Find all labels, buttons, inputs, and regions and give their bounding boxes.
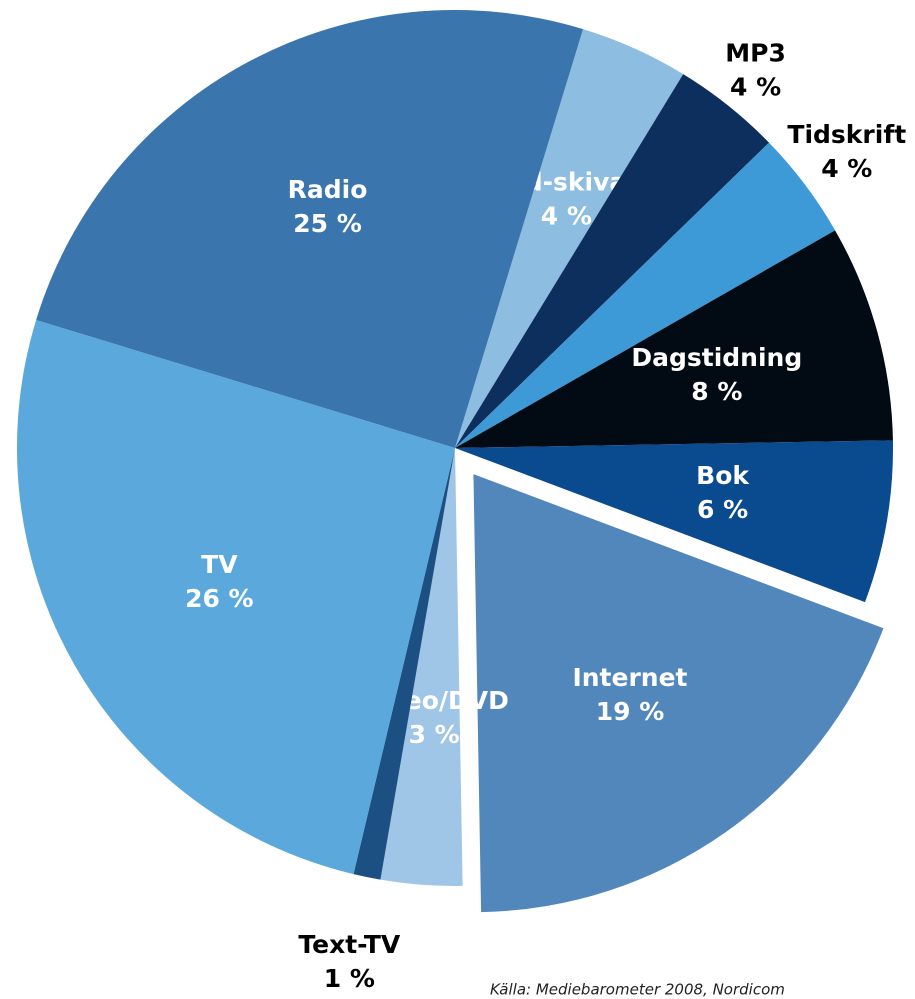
- slice-value-label: 6 %: [697, 495, 748, 524]
- pie-slice: [16, 319, 456, 875]
- slice-value-label: 19 %: [596, 697, 665, 726]
- pie-slice: [36, 9, 584, 448]
- slice-label: Dagstidning: [631, 343, 802, 372]
- slice-label: Tidskrift: [787, 120, 906, 149]
- slice-value-label: 26 %: [185, 584, 254, 613]
- slice-label: Internet: [572, 663, 687, 692]
- pie-slice: [455, 142, 836, 449]
- slice-label: Bok: [696, 461, 750, 490]
- pie-slice: [380, 448, 463, 886]
- slice-value-label: 4 %: [730, 72, 781, 101]
- slice-label: TV: [201, 550, 238, 579]
- slice-value-label: 1 %: [324, 964, 375, 993]
- source-note: Källa: Mediebarometer 2008, Nordicom: [490, 981, 785, 999]
- pie-slice: [353, 448, 455, 880]
- slice-value-label: 25 %: [293, 209, 362, 238]
- pie-slice: [455, 440, 893, 603]
- slice-value-label: 8 %: [691, 377, 742, 406]
- slice-label: Radio: [288, 175, 368, 204]
- slice-label: MP3: [725, 38, 786, 67]
- slice-value-label: 4 %: [821, 154, 872, 183]
- slice-label: Text-TV: [298, 930, 401, 959]
- slice-value-label: 3 %: [409, 720, 460, 749]
- pie-slice: [455, 29, 684, 448]
- pie-slice: [455, 74, 770, 449]
- slice-value-label: 4 %: [541, 201, 592, 230]
- pie-slice: [455, 230, 893, 448]
- pie-slice: [473, 474, 884, 913]
